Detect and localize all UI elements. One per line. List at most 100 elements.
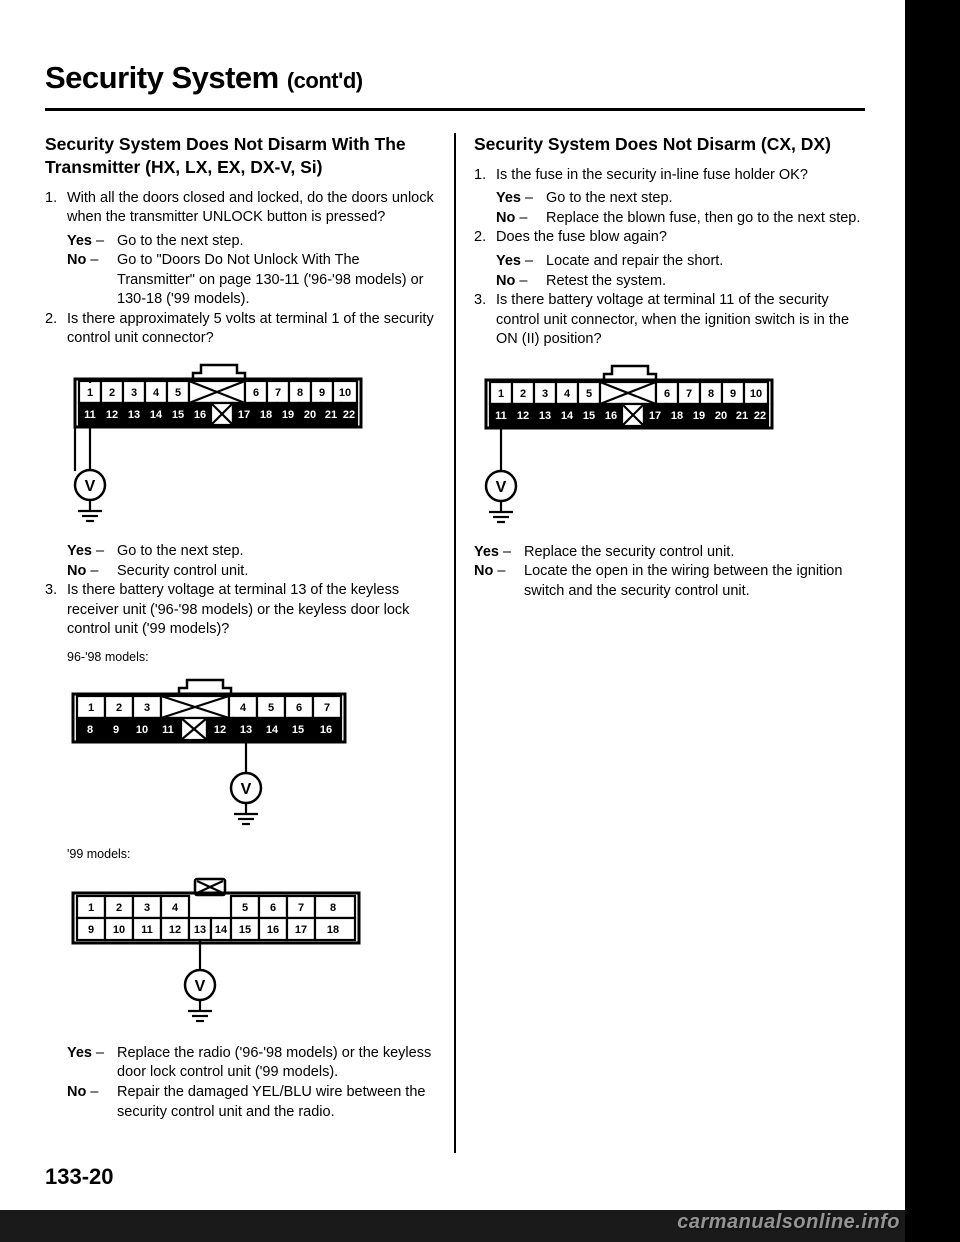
svg-text:6: 6 (253, 387, 259, 399)
svg-text:5: 5 (586, 388, 592, 400)
svg-text:1: 1 (87, 387, 93, 399)
svg-text:6: 6 (664, 388, 670, 400)
note-96-98: 96-'98 models: (67, 650, 436, 664)
left-heading: Security System Does Not Disarm With The… (45, 133, 436, 179)
left-step-1: 1.With all the doors closed and locked, … (45, 189, 436, 228)
connector-diagram-icon: 1 2 3 4 5 6 7 8 9 10 11 (478, 364, 778, 524)
right-step-2: 2.Does the fuse blow again? (474, 228, 865, 248)
svg-text:15: 15 (172, 409, 184, 421)
svg-text:9: 9 (319, 387, 325, 399)
title-rule (45, 108, 865, 111)
svg-text:9: 9 (88, 924, 94, 936)
svg-text:3: 3 (144, 702, 150, 714)
svg-text:2: 2 (116, 902, 122, 914)
right-step-1: 1.Is the fuse in the security in-line fu… (474, 166, 865, 186)
svg-text:12: 12 (517, 410, 529, 422)
svg-text:3: 3 (144, 902, 150, 914)
svg-text:8: 8 (330, 902, 336, 914)
svg-text:10: 10 (339, 387, 351, 399)
svg-text:8: 8 (297, 387, 303, 399)
svg-text:5: 5 (175, 387, 181, 399)
svg-text:11: 11 (162, 724, 174, 736)
svg-text:20: 20 (304, 409, 316, 421)
svg-text:17: 17 (238, 409, 250, 421)
two-column-layout: Security System Does Not Disarm With The… (45, 133, 865, 1153)
svg-text:V: V (241, 781, 252, 798)
right-step-1-yes: YesGo to the next step. (496, 189, 865, 209)
svg-text:14: 14 (215, 924, 228, 936)
svg-text:10: 10 (750, 388, 762, 400)
svg-text:12: 12 (106, 409, 118, 421)
left-step-2-yes: YesGo to the next step. (67, 542, 436, 562)
svg-text:17: 17 (649, 410, 661, 422)
note-99: '99 models: (67, 847, 436, 861)
watermark-text: carmanualsonline.info (677, 1211, 900, 1234)
svg-text:7: 7 (686, 388, 692, 400)
right-step-3-yes: YesReplace the security control unit. (474, 543, 865, 563)
page-number: 133-20 (45, 1164, 114, 1190)
svg-text:18: 18 (260, 409, 272, 421)
svg-text:5: 5 (268, 702, 274, 714)
svg-text:11: 11 (141, 924, 153, 936)
left-step-3: 3.Is there battery voltage at terminal 1… (45, 581, 436, 640)
connector-18pin: 1 2 3 4 5 6 7 8 9 10 11 12 13 (67, 875, 436, 1030)
svg-text:15: 15 (292, 724, 304, 736)
manual-page: Security System (cont'd) Security System… (0, 0, 905, 1210)
right-step-1-no: NoReplace the blown fuse, then go to the… (496, 209, 865, 229)
svg-text:16: 16 (605, 410, 617, 422)
left-step-3-yes: YesReplace the radio ('96-'98 models) or… (67, 1044, 436, 1083)
connector-diagram-icon: 1 2 3 4 5 6 7 8 9 10 11 12 13 (67, 875, 367, 1025)
svg-text:21: 21 (736, 410, 748, 422)
svg-text:11: 11 (495, 410, 507, 422)
svg-text:22: 22 (343, 409, 355, 421)
svg-text:2: 2 (116, 702, 122, 714)
svg-text:20: 20 (715, 410, 727, 422)
connector-diagram-icon: 1 2 3 4 5 6 7 8 9 10 (67, 363, 367, 523)
svg-text:4: 4 (564, 388, 571, 400)
svg-text:2: 2 (520, 388, 526, 400)
left-step-3-no: NoRepair the damaged YEL/BLU wire betwee… (67, 1083, 436, 1122)
left-step-1-no: NoGo to "Doors Do Not Unlock With The Tr… (67, 251, 436, 310)
svg-text:V: V (496, 479, 507, 496)
svg-text:V: V (195, 978, 206, 995)
right-step-2-yes: YesLocate and repair the short. (496, 252, 865, 272)
svg-text:14: 14 (561, 410, 574, 422)
svg-text:14: 14 (150, 409, 163, 421)
svg-text:15: 15 (239, 924, 251, 936)
svg-text:7: 7 (324, 702, 330, 714)
svg-text:19: 19 (282, 409, 294, 421)
svg-text:16: 16 (267, 924, 279, 936)
right-step-2-no: NoRetest the system. (496, 272, 865, 292)
right-step-3: 3.Is there battery voltage at terminal 1… (474, 291, 865, 350)
svg-text:10: 10 (136, 724, 148, 736)
column-divider (454, 133, 456, 1153)
svg-text:12: 12 (169, 924, 181, 936)
svg-text:18: 18 (671, 410, 683, 422)
left-step-2: 2.Is there approximately 5 volts at term… (45, 310, 436, 349)
svg-text:22: 22 (754, 410, 766, 422)
svg-text:10: 10 (113, 924, 125, 936)
svg-text:9: 9 (113, 724, 119, 736)
svg-text:7: 7 (275, 387, 281, 399)
svg-text:12: 12 (214, 724, 226, 736)
svg-text:13: 13 (539, 410, 551, 422)
svg-text:5: 5 (242, 902, 248, 914)
svg-text:2: 2 (109, 387, 115, 399)
svg-text:8: 8 (87, 724, 93, 736)
svg-text:4: 4 (153, 387, 160, 399)
left-step-2-no: NoSecurity control unit. (67, 562, 436, 582)
svg-text:9: 9 (730, 388, 736, 400)
svg-text:13: 13 (194, 924, 206, 936)
svg-text:16: 16 (320, 724, 332, 736)
svg-text:V: V (85, 478, 96, 495)
svg-text:21: 21 (325, 409, 337, 421)
page-title: Security System (cont'd) (45, 60, 865, 96)
svg-text:3: 3 (131, 387, 137, 399)
svg-text:6: 6 (296, 702, 302, 714)
svg-text:17: 17 (295, 924, 307, 936)
svg-text:13: 13 (128, 409, 140, 421)
svg-text:1: 1 (88, 902, 94, 914)
connector-diagram-icon: 1 2 3 4 5 6 7 8 9 10 11 (67, 678, 357, 828)
svg-text:4: 4 (240, 702, 247, 714)
svg-text:1: 1 (498, 388, 504, 400)
